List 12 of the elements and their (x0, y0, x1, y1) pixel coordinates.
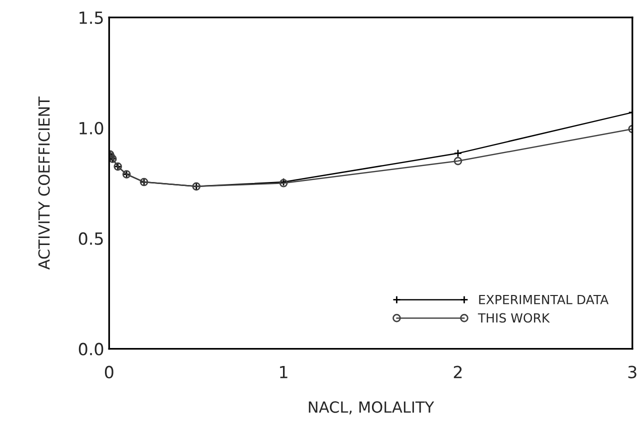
legend-label: EXPERIMENTAL DATA (479, 294, 609, 304)
x-tick-label: 3 (628, 366, 636, 378)
x-tick-label: 2 (454, 366, 462, 378)
y-tick-label: 1.0 (80, 122, 104, 134)
x-axis-title: NACL, MOLALITY (308, 401, 434, 414)
y-axis-title: ACTIVITY COEFFICIENT (38, 96, 50, 270)
y-tick-label: 0.0 (78, 342, 104, 356)
x-tick-label: 1 (280, 366, 288, 378)
y-tick-label: 0.5 (78, 232, 103, 245)
y-tick-label: 1.5 (80, 12, 103, 24)
legend-label: THIS WORK (478, 313, 550, 323)
x-tick-label: 0 (104, 366, 114, 378)
